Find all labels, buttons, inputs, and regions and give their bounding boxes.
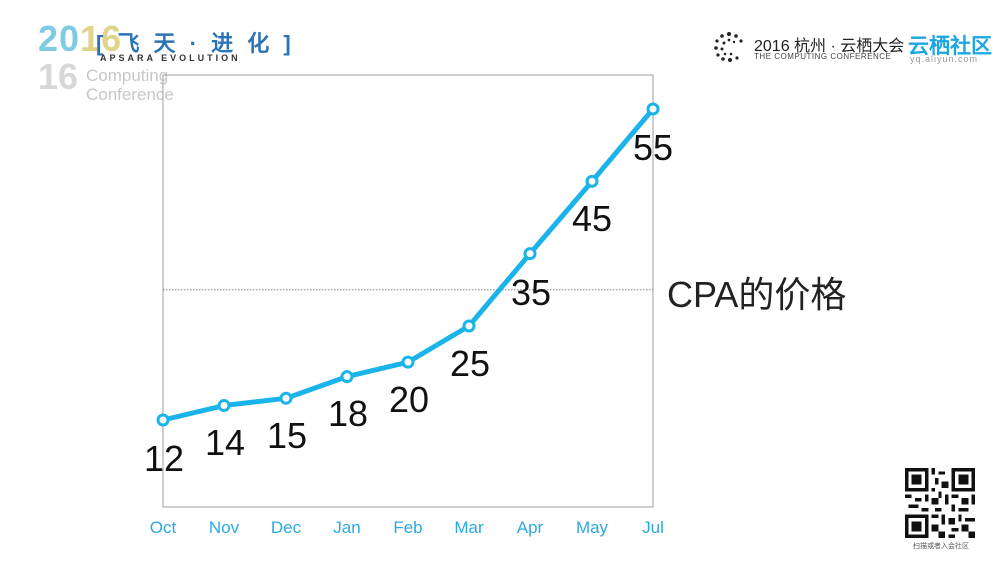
qr-caption: 扫描或者入会社区 xyxy=(913,543,969,550)
ghost-conference-text: Computing Conference xyxy=(86,66,174,104)
event-title-cn: [ 飞 天 · 进 化 ] xyxy=(96,31,295,56)
x-tick-label: Apr xyxy=(517,518,544,537)
year-part-2: 16 xyxy=(80,18,123,59)
data-label: 14 xyxy=(205,422,245,463)
x-tick-label: Oct xyxy=(150,518,177,537)
year-part-1: 20 xyxy=(38,18,81,59)
qr-code-icon xyxy=(905,468,975,538)
data-label: 25 xyxy=(450,343,490,384)
year-logo-top: 2016 xyxy=(38,21,122,57)
conference-brand: 2016 杭州 · 云栖大会 THE COMPUTING CONFERENCE … xyxy=(712,30,997,70)
conference-subtitle: THE COMPUTING CONFERENCE xyxy=(754,52,892,61)
data-point xyxy=(401,355,415,369)
data-point xyxy=(217,399,231,413)
brand-url: yq.aliyun.com xyxy=(910,54,979,64)
data-label: 35 xyxy=(511,272,551,313)
ghost-text-2: Conference xyxy=(86,85,174,104)
x-tick-label: Dec xyxy=(271,518,302,537)
brand-name: 云栖社区 xyxy=(908,35,992,58)
data-point xyxy=(646,102,660,116)
data-point xyxy=(340,370,354,384)
x-tick-label: Jan xyxy=(333,518,360,537)
data-point xyxy=(156,413,170,427)
ghost-text-1: Computing xyxy=(86,66,169,85)
x-tick-label: May xyxy=(576,518,609,537)
conference-title: 2016 杭州 · 云栖大会 xyxy=(754,38,905,55)
data-label: 15 xyxy=(267,415,307,456)
data-label: 12 xyxy=(144,438,184,479)
plot-frame xyxy=(162,74,654,508)
event-subtitle-en: APSARA EVOLUTION xyxy=(100,53,241,63)
data-point xyxy=(279,391,293,405)
event-logo: 2016 16 [ 飞 天 · 进 化 ] APSARA EVOLUTION C… xyxy=(38,21,291,105)
data-label: 20 xyxy=(389,379,429,420)
chart-side-label: CPA的价格 xyxy=(667,274,847,315)
data-point xyxy=(523,247,537,261)
x-tick-label: Nov xyxy=(209,518,240,537)
x-tick-label: Mar xyxy=(454,518,484,537)
x-tick-label: Feb xyxy=(393,518,422,537)
data-point xyxy=(462,319,476,333)
data-point xyxy=(585,174,599,188)
conference-spiral-icon xyxy=(714,32,743,62)
data-label: 45 xyxy=(572,198,612,239)
data-label: 18 xyxy=(328,393,368,434)
x-tick-label: Jul xyxy=(642,518,664,537)
series-line xyxy=(160,106,656,423)
year-logo-bottom: 16 xyxy=(38,56,79,97)
data-label: 55 xyxy=(633,127,673,168)
